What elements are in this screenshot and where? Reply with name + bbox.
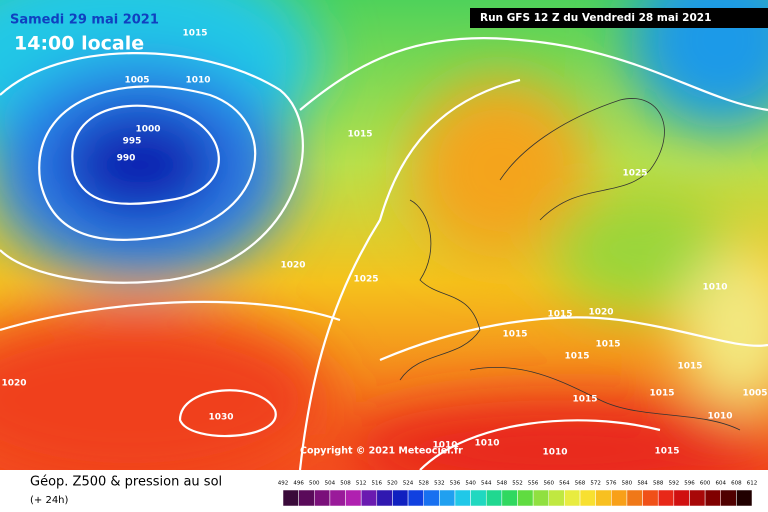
- isobar-label: 1015: [572, 395, 597, 405]
- scale-swatch: [532, 489, 550, 507]
- scale-label: 580: [622, 481, 633, 487]
- scale-swatch: [407, 489, 424, 507]
- scale-label: 536: [450, 481, 461, 487]
- scale-swatch: [470, 489, 487, 507]
- scale-label: 508: [340, 481, 351, 487]
- legend-title: Géop. Z500 & pression au sol: [30, 475, 222, 490]
- isobar-label: 1005: [124, 76, 149, 86]
- scale-label: 592: [669, 481, 680, 487]
- isobar-label: 1015: [677, 362, 702, 372]
- isobar-label: 1010: [542, 448, 567, 458]
- scale-swatch: [360, 489, 378, 507]
- scale-swatch: [439, 489, 456, 507]
- scale-swatch: [282, 489, 299, 507]
- isobar-label: 1025: [622, 169, 647, 179]
- scale-label: 584: [637, 481, 648, 487]
- scale-swatch: [689, 489, 706, 507]
- scale-swatch: [720, 489, 737, 507]
- scale-label: 520: [387, 481, 398, 487]
- isobar-label: 1020: [1, 379, 26, 389]
- map-field: [0, 0, 768, 500]
- isobar-label: 1000: [135, 125, 160, 135]
- forecast-date: Samedi 29 mai 2021: [10, 13, 159, 28]
- scale-label: 556: [528, 481, 539, 487]
- isobar-label: 1015: [502, 330, 527, 340]
- scale-swatch: [298, 489, 315, 507]
- isobar-label: 990: [117, 154, 136, 164]
- scale-label: 548: [497, 481, 508, 487]
- scale-swatch: [454, 489, 471, 507]
- isobar-label: 1010: [432, 441, 457, 451]
- scale-swatch: [642, 489, 659, 507]
- scale-label: 608: [731, 481, 742, 487]
- scale-label: 524: [403, 481, 414, 487]
- isobar-label: 1030: [208, 413, 233, 423]
- scale-label: 492: [278, 481, 289, 487]
- scale-swatch: [548, 489, 565, 507]
- run-box: [470, 8, 768, 28]
- scale-swatch: [485, 489, 503, 507]
- run-info: Run GFS 12 Z du Vendredi 28 mai 2021: [480, 12, 711, 24]
- scale-label: 500: [309, 481, 320, 487]
- scale-swatch: [517, 489, 534, 507]
- scale-swatch: [579, 489, 596, 507]
- isobar-label: 1020: [280, 261, 305, 271]
- scale-swatch: [673, 489, 690, 507]
- scale-label: 496: [293, 481, 304, 487]
- scale-swatch: [314, 489, 331, 507]
- scale-swatch: [657, 489, 675, 507]
- isobar-label: 1010: [185, 76, 210, 86]
- scale-label: 516: [372, 481, 383, 487]
- isobar-label: 1010: [707, 412, 732, 422]
- scale-swatch: [501, 489, 518, 507]
- scale-label: 512: [356, 481, 367, 487]
- scale-swatch: [345, 489, 362, 507]
- scale-label: 564: [559, 481, 570, 487]
- isobar-label: 1010: [702, 283, 727, 293]
- scale-label: 532: [434, 481, 445, 487]
- forecast-time: 14:00 locale: [14, 33, 144, 55]
- scale-swatch: [611, 489, 628, 507]
- scale-label: 568: [575, 481, 586, 487]
- scale-swatch: [595, 489, 612, 507]
- scale-label: 600: [700, 481, 711, 487]
- isobar-label: 1005: [742, 389, 767, 399]
- scale-label: 544: [481, 481, 492, 487]
- scale-label: 552: [512, 481, 523, 487]
- isobar-label: 1025: [353, 275, 378, 285]
- scale-label: 528: [418, 481, 429, 487]
- scale-swatch: [423, 489, 440, 507]
- isobar-label: 1020: [588, 308, 613, 318]
- scale-label: 540: [465, 481, 476, 487]
- scale-label: 560: [544, 481, 555, 487]
- copyright: Copyright © 2021 Meteociel.fr: [300, 446, 463, 457]
- isobar-label: 1015: [347, 130, 372, 140]
- scale-swatch: [736, 489, 753, 507]
- isobar-label: 1015: [654, 447, 679, 457]
- isobar-label: 1010: [474, 439, 499, 449]
- isobar-label: 1015: [547, 310, 572, 320]
- scale-label: 572: [590, 481, 601, 487]
- scale-swatch: [626, 489, 643, 507]
- scale-label: 596: [684, 481, 695, 487]
- scale-label: 504: [325, 481, 336, 487]
- scale-swatch: [392, 489, 409, 507]
- scale-swatch: [329, 489, 346, 507]
- scale-swatch: [704, 489, 721, 507]
- isobar-label: 1015: [649, 389, 674, 399]
- scale-swatch: [564, 489, 581, 507]
- isobar-label: 1015: [595, 340, 620, 350]
- scale-label: 576: [606, 481, 617, 487]
- isobar-label: 995: [123, 137, 142, 147]
- scale-label: 604: [715, 481, 726, 487]
- isobar-label: 1015: [182, 29, 207, 39]
- isobar-label: 1015: [564, 352, 589, 362]
- scale-label: 588: [653, 481, 664, 487]
- scale-label: 612: [747, 481, 758, 487]
- legend-subtitle: (+ 24h): [30, 495, 69, 506]
- scale-swatch: [376, 489, 393, 507]
